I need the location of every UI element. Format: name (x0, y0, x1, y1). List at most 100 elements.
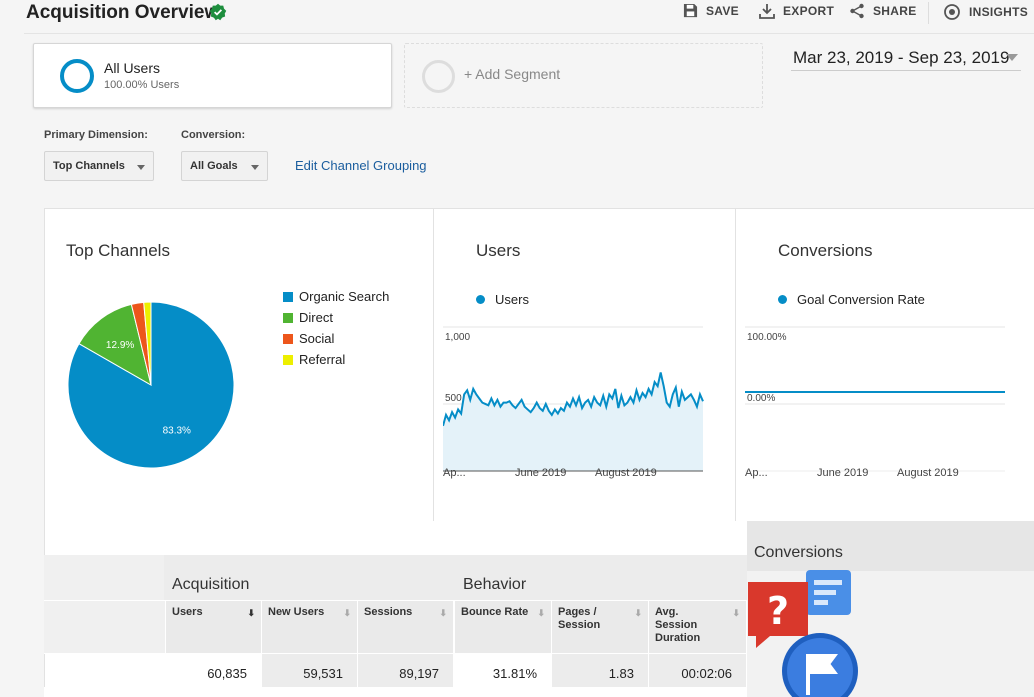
legend-referral[interactable]: Referral (283, 352, 345, 367)
conversion-dropdown[interactable]: All Goals (181, 151, 268, 181)
col-header-new-users[interactable]: New Users ⬇ (262, 601, 358, 653)
col-header-label: Users (172, 606, 203, 618)
pie-slice-referral[interactable] (143, 301, 152, 386)
col-header-sessions[interactable]: Sessions ⬇ (358, 601, 454, 653)
share-button[interactable]: SHARE (849, 3, 917, 19)
pie-slice-label: 83.3% (163, 426, 191, 437)
legend-goal-conversion-rate[interactable]: Goal Conversion Rate (778, 292, 925, 307)
conversions-line-chart[interactable]: 100.00% 0.00% Ap... June 2019 August 2019 (745, 317, 1009, 479)
legend-dot (778, 295, 787, 304)
legend-swatch (283, 291, 293, 302)
summary-table: Acquisition Behavior Users ⬇ New Users ⬇… (44, 521, 747, 697)
sort-icon[interactable]: ⬇ (343, 608, 351, 618)
chevron-down-icon (1006, 54, 1018, 61)
y-tick-label: 1,000 (445, 332, 470, 343)
add-segment-label: + Add Segment (464, 66, 561, 82)
date-range-text: Mar 23, 2019 - Sep 23, 2019 (793, 48, 1010, 67)
chevron-down-icon (251, 165, 259, 170)
share-label: SHARE (873, 4, 917, 18)
total-sessions: 89,197 (358, 654, 454, 687)
y-tick-label: 0.00% (747, 393, 775, 404)
sort-icon[interactable]: ⬇ (634, 608, 642, 618)
col-header-bounce-rate[interactable]: Bounce Rate ⬇ (455, 601, 552, 653)
header-divider (24, 33, 1034, 34)
col-header-avg-session-duration[interactable]: Avg. Session Duration ⬇ (649, 601, 747, 653)
export-label: EXPORT (783, 4, 835, 18)
add-segment-button[interactable]: + Add Segment (404, 43, 763, 108)
overview-panels: Top Channels 83.3% 12.9% Organic Search D… (44, 208, 1034, 522)
legend-social[interactable]: Social (283, 331, 334, 346)
date-range-picker[interactable]: Mar 23, 2019 - Sep 23, 2019 (791, 47, 1021, 71)
verified-check-icon (209, 3, 227, 21)
table-corner-header (44, 555, 164, 600)
col-header-label: Avg. Session Duration (655, 606, 701, 644)
total-pages-session: 1.83 (552, 654, 649, 687)
total-avg-session-duration: 00:02:06 (649, 654, 747, 687)
save-label: SAVE (706, 3, 739, 18)
top-channels-title: Top Channels (66, 241, 170, 260)
legend-dot (476, 295, 485, 304)
x-tick-label: August 2019 (595, 467, 657, 479)
segment-subtitle: 100.00% Users (104, 79, 180, 91)
legend-label: Referral (299, 352, 346, 367)
save-icon (683, 3, 698, 18)
col-header-label: Pages / Session (558, 606, 601, 631)
conversion-value: All Goals (190, 160, 238, 172)
total-bounce-rate: 31.81% (455, 654, 552, 687)
export-button[interactable]: EXPORT (759, 3, 834, 19)
col-header-pages-session[interactable]: Pages / Session ⬇ (552, 601, 649, 653)
save-button[interactable]: SAVE (683, 3, 739, 18)
page-title: Acquisition Overview (26, 2, 220, 23)
edit-channel-grouping-link[interactable]: Edit Channel Grouping (295, 158, 427, 173)
total-users: 60,835 (166, 654, 262, 687)
behavior-group-header (454, 555, 747, 600)
y-tick-label: 100.00% (747, 332, 787, 343)
legend-label: Users (495, 292, 529, 307)
sort-icon[interactable]: ⬇ (439, 608, 447, 618)
legend-users[interactable]: Users (476, 292, 529, 307)
legend-swatch (283, 333, 293, 344)
legend-label: Social (299, 331, 335, 346)
share-icon (850, 3, 864, 19)
x-tick-label: June 2019 (817, 467, 868, 479)
chevron-down-icon (137, 165, 145, 170)
pie-slice-direct[interactable] (78, 303, 152, 387)
svg-text:?: ? (767, 589, 789, 633)
users-series-line[interactable] (443, 372, 704, 427)
segment-name: All Users (104, 60, 161, 76)
total-new-users: 59,531 (262, 654, 358, 687)
download-icon (759, 4, 775, 19)
sort-icon[interactable]: ⬇ (537, 608, 545, 618)
panel-divider (433, 209, 434, 522)
help-widget-icon[interactable]: ? (748, 570, 858, 697)
segment-all-users[interactable]: All Users 100.00% Users (33, 43, 392, 108)
primary-dimension-dropdown[interactable]: Top Channels (44, 151, 154, 181)
col-header-label: New Users (268, 606, 325, 618)
users-line-chart[interactable]: 1,000 500 Ap... June 2019 August 2019 (443, 317, 707, 479)
x-tick-label: Ap... (443, 467, 466, 479)
conversions-side-header (747, 521, 1034, 571)
conversions-title: Conversions (778, 241, 873, 260)
top-channels-pie-chart[interactable]: 83.3% 12.9% (65, 299, 237, 471)
x-tick-label: June 2019 (515, 467, 566, 479)
col-header-users[interactable]: Users ⬇ (166, 601, 262, 653)
legend-direct[interactable]: Direct (283, 310, 333, 325)
sort-icon[interactable]: ⬇ (732, 608, 740, 618)
segment-ring-icon (60, 59, 94, 93)
sort-descending-icon[interactable]: ⬇ (247, 608, 255, 618)
insights-button[interactable]: INSIGHTS (943, 3, 1028, 21)
legend-swatch (283, 354, 293, 365)
x-tick-label: Ap... (745, 467, 768, 479)
acquisition-group-header (164, 555, 454, 600)
dimension-column-header (44, 601, 166, 653)
totals-row-label (44, 654, 166, 687)
acquisition-group-title: Acquisition (172, 576, 250, 593)
segment-placeholder-ring-icon (422, 60, 455, 93)
y-tick-label: 500 (445, 393, 462, 404)
legend-label: Organic Search (299, 289, 390, 304)
primary-dimension-value: Top Channels (53, 160, 125, 172)
behavior-group-title: Behavior (463, 576, 527, 593)
x-tick-label: August 2019 (897, 467, 959, 479)
legend-organic-search[interactable]: Organic Search (283, 289, 389, 304)
table-spacer (44, 521, 747, 555)
